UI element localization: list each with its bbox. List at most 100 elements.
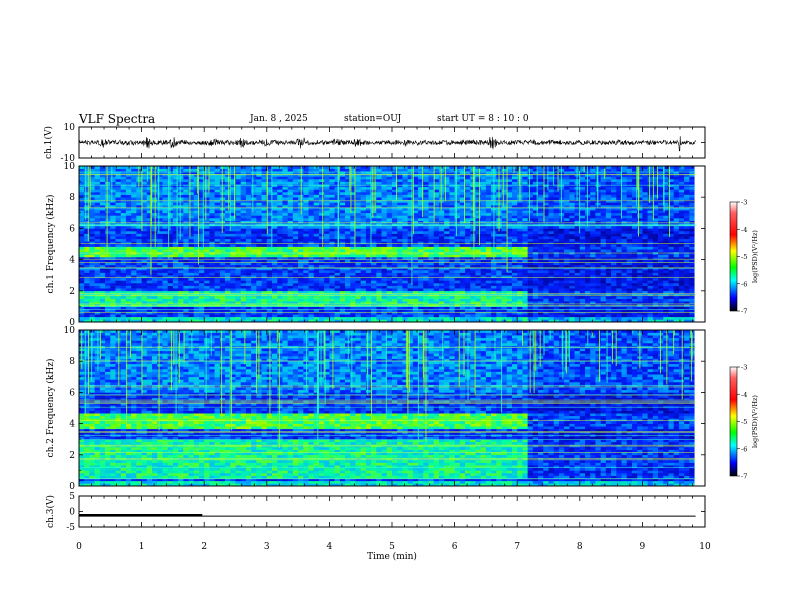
spectro-cell — [475, 317, 481, 320]
spectro-cell — [475, 197, 481, 200]
spectro-cell — [324, 179, 330, 182]
spectro-cell — [376, 299, 382, 302]
spectro-cell — [204, 210, 210, 213]
spectro-cell — [293, 210, 299, 213]
spectro-cell — [282, 291, 288, 294]
spectro-cell — [460, 280, 466, 283]
spectro-cell — [324, 226, 330, 229]
spectro-cell — [429, 234, 435, 237]
spectro-cell — [126, 226, 132, 229]
spectro-cell — [95, 304, 101, 307]
spectro-cell — [366, 296, 372, 299]
spectro-cell — [95, 239, 101, 242]
spectro-cell — [387, 278, 393, 281]
spectro-cell — [402, 239, 408, 242]
spectro-cell — [288, 187, 294, 190]
spectro-cell — [173, 254, 179, 257]
spectro-cell — [324, 273, 330, 276]
spectro-cell — [309, 314, 315, 317]
spectro-cell — [335, 254, 341, 257]
spectro-cell — [230, 244, 236, 247]
spectro-cell — [329, 236, 335, 239]
spectro-cell — [246, 215, 252, 218]
spectro-cell — [288, 189, 294, 192]
spectro-cell — [236, 195, 242, 198]
spectro-cell — [355, 304, 361, 307]
spectro-cell — [236, 283, 242, 286]
spectro-cell — [303, 260, 309, 263]
spectro-cell — [314, 221, 320, 224]
spectro-cell — [423, 192, 429, 195]
spectro-cell — [272, 197, 278, 200]
spectro-cell — [241, 286, 247, 289]
spectro-cell — [423, 247, 429, 250]
spectro-cell — [402, 231, 408, 234]
spectro-cell — [460, 254, 466, 257]
spectro-cell — [429, 184, 435, 187]
spectro-cell — [178, 280, 184, 283]
spectro-cell — [84, 202, 90, 205]
spectro-cell — [89, 226, 95, 229]
spectro-cell — [282, 213, 288, 216]
spectro-cell — [209, 247, 215, 250]
spectro-cell — [142, 270, 148, 273]
spectro-cell — [272, 247, 278, 250]
spectro-cell — [126, 200, 132, 203]
ch1-ylabel: ch.1(V) — [43, 126, 54, 159]
spectro-cell — [209, 288, 215, 291]
spectro-cell — [95, 213, 101, 216]
spectro-cell — [126, 176, 132, 179]
spectro-cell — [183, 228, 189, 231]
spectro-cell — [204, 213, 210, 216]
spectro-cell — [355, 226, 361, 229]
spectro-cell — [314, 283, 320, 286]
spectro-cell — [126, 291, 132, 294]
spectro-cell — [340, 228, 346, 231]
spectro-cell — [397, 169, 403, 172]
spectro-cell — [324, 249, 330, 252]
spectro-cell — [220, 278, 226, 281]
spectro-cell — [340, 286, 346, 289]
spectro-cell — [329, 189, 335, 192]
spectro-cell — [209, 249, 215, 252]
spectro-cell — [79, 197, 85, 200]
spectro-cell — [100, 312, 106, 315]
spectro-cell — [209, 221, 215, 224]
spectro-cell — [131, 296, 137, 299]
spectro-cell — [142, 234, 148, 237]
spectro-cell — [215, 249, 221, 252]
spectro-cell — [204, 299, 210, 302]
spectro-cell — [486, 231, 492, 234]
spectro-cell — [444, 249, 450, 252]
spectro-cell — [314, 179, 320, 182]
spectro-cell — [105, 184, 111, 187]
spectro-cell — [126, 182, 132, 185]
spectro-cell — [142, 291, 148, 294]
spectro-cell — [382, 200, 388, 203]
spectro-cell — [423, 283, 429, 286]
spectro-cell — [215, 189, 221, 192]
spectro-cell — [429, 312, 435, 315]
spectro-cell — [121, 249, 127, 252]
spectro-cell — [272, 210, 278, 213]
spectro-cell — [481, 200, 487, 203]
spectro-cell — [465, 226, 471, 229]
spectro-cell — [256, 249, 262, 252]
spectro-cell — [178, 314, 184, 317]
spectro-cell — [84, 234, 90, 237]
spectro-cell — [116, 288, 122, 291]
spectro-cell — [95, 234, 101, 237]
spectro-cell — [105, 291, 111, 294]
spectro-cell — [209, 304, 215, 307]
spectro-cell — [345, 197, 351, 200]
spectro-cell — [465, 197, 471, 200]
spectro-cell — [236, 179, 242, 182]
spectro-cell — [220, 296, 226, 299]
spectro-cell — [376, 221, 382, 224]
spectro-cell — [131, 249, 137, 252]
spectro-cell — [189, 278, 195, 281]
spectro-cell — [439, 286, 445, 289]
spectro-cell — [455, 317, 461, 320]
spectro-cell — [142, 299, 148, 302]
spectro-cell — [309, 317, 315, 320]
